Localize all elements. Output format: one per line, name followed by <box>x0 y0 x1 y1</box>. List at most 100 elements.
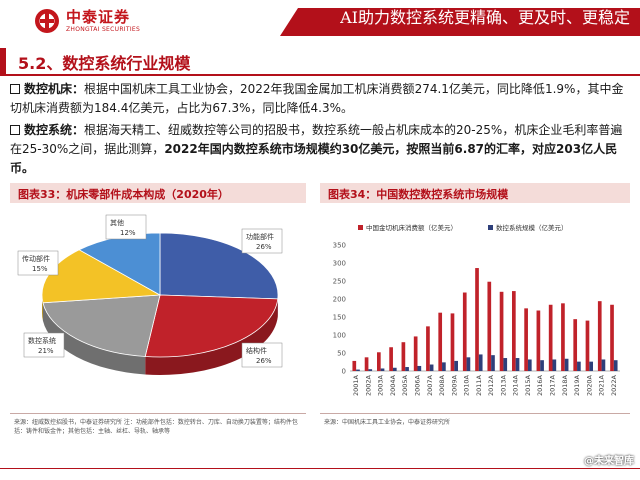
x-tick-label: 2010A <box>463 374 471 396</box>
pie-label-value: 26% <box>256 357 272 365</box>
bar-0-0 <box>352 360 357 371</box>
bar-1-21 <box>613 360 618 371</box>
section-accent-bar <box>0 48 6 74</box>
bar-1-1 <box>368 369 373 371</box>
x-tick-label: 2005A <box>401 374 409 396</box>
paragraph-value: 274.1 <box>414 82 449 96</box>
x-tick-label: 2009A <box>450 374 458 396</box>
x-tick-label: 2018A <box>561 374 569 396</box>
figure-33-source-divider <box>10 413 306 414</box>
bar-chart-container: 中国金切机床消费额（亿美元） 数控系统规模（亿美元） 0 50 100 150 200 250… <box>320 203 630 413</box>
paragraph-text: ，机床企业毛利率普遍在 <box>10 123 623 156</box>
paragraph-value: 184.4 <box>94 101 129 115</box>
bar-0-20 <box>597 301 602 371</box>
legend-swatch-1 <box>488 225 493 230</box>
header: 中泰证券 ZHONGTAI SECURITIES AI助力数控系统更精确、更及时… <box>0 0 640 44</box>
x-tick-label: 2001A <box>352 374 360 396</box>
pie-label-name: 数控系统 <box>28 336 56 345</box>
paragraph-label: 数控系统： <box>24 123 85 137</box>
pie-label-2: 数控系统 21% <box>23 332 65 358</box>
x-tick-label: 2022A <box>610 374 618 396</box>
square-bullet-icon <box>10 84 20 94</box>
pie-chart-container: 功能部件 26% 结构件 26% 数控系统 21% 传动部件 15% 其他 12% <box>10 203 306 413</box>
paragraph-text: 。 <box>341 101 354 115</box>
bar-0-21 <box>610 304 614 371</box>
y-tick-label: 150 <box>333 314 346 322</box>
pie-chart: 功能部件 26% 结构件 26% 数控系统 21% 传动部件 15% 其他 12% <box>17 214 283 375</box>
bar-0-8 <box>450 313 455 371</box>
legend-swatch-0 <box>358 225 363 230</box>
bar-1-9 <box>466 357 471 371</box>
pie-side-2 <box>42 302 146 375</box>
x-tick-label: 2016A <box>536 374 544 396</box>
bar-1-16 <box>552 359 557 371</box>
banner-title: AI助力数控系统更精确、更及时、更稳定 <box>340 8 630 27</box>
paragraph-text: 之间，据此测算， <box>68 142 165 156</box>
y-tick-label: 200 <box>333 296 346 304</box>
paragraph-text: 亿美元，占比为 <box>128 101 213 115</box>
bar-0-4 <box>401 342 406 371</box>
section-title: 5.2、数控系统行业规模 <box>18 54 191 73</box>
bar-0-11 <box>487 281 492 371</box>
paragraph-text: ，同比降低 <box>250 101 311 115</box>
bar-1-8 <box>454 360 458 371</box>
x-tick-label: 2012A <box>487 374 495 396</box>
bar-1-2 <box>380 368 385 371</box>
y-tick-label: 350 <box>333 242 346 250</box>
pie-label-4: 其他 12% <box>105 214 147 240</box>
bar-1-3 <box>392 367 397 371</box>
bar-1-11 <box>491 355 495 371</box>
x-tick-label: 2007A <box>426 374 434 396</box>
y-tick-label: 50 <box>337 350 346 358</box>
footer-line <box>0 468 640 469</box>
bar-1-4 <box>405 367 409 371</box>
pie-label-value: 12% <box>120 229 136 237</box>
figure-34-title: 图表34：中国数控数控系统市场规模 <box>320 183 630 203</box>
paragraph-value: 4.3% <box>310 101 342 115</box>
bar-0-18 <box>573 319 578 371</box>
bar-0-16 <box>548 304 553 371</box>
pie-label-name: 结构件 <box>246 346 267 355</box>
x-tick-label: 2013A <box>499 374 507 396</box>
pie-label-value: 15% <box>32 265 48 273</box>
zhongtai-logo-icon <box>35 9 59 33</box>
legend-label-0: 中国金切机床消费额（亿美元） <box>366 223 457 232</box>
footer <box>0 462 640 480</box>
bar-0-2 <box>377 352 381 371</box>
section-divider <box>0 74 640 76</box>
paragraph-text: 根据海天精工、纽威数控等公司的招股书，数控系统一般占机床成本的 <box>84 123 457 137</box>
bar-1-19 <box>589 361 593 371</box>
bar-0-13 <box>512 291 516 371</box>
x-tick-label: 2015A <box>524 374 532 396</box>
bar-0-14 <box>524 308 528 371</box>
bar-0-17 <box>561 303 565 371</box>
company-logo: 中泰证券 ZHONGTAI SECURITIES <box>34 8 140 34</box>
bar-0-5 <box>413 336 418 371</box>
pie-label-value: 21% <box>38 347 54 355</box>
paragraph-text: 根据中国机床工具工业协会，2022年我国金属加工机床消费额 <box>84 82 415 96</box>
paragraph-cnc-systems: 数控系统：根据海天精工、纽威数控等公司的招股书，数控系统一般占机床成本的20-2… <box>10 121 630 178</box>
bar-0-1 <box>364 357 369 371</box>
bar-1-20 <box>601 359 606 371</box>
bar-1-18 <box>577 361 581 371</box>
paragraph-cnc-machine-tools: 数控机床：根据中国机床工具工业协会，2022年我国金属加工机床消费额274.1亿… <box>10 80 630 118</box>
header-banner <box>280 8 640 36</box>
x-tick-label: 2004A <box>389 374 397 396</box>
square-bullet-icon <box>10 125 20 135</box>
paragraph-value: 20-25% <box>456 123 503 137</box>
x-tick-label: 2021A <box>598 374 606 396</box>
figure-33-source: 来源：纽威数控招股书，中泰证券研究所 注：功能部件包括：数控转台、刀库、自动换刀… <box>14 419 298 435</box>
pie-label-name: 功能部件 <box>246 232 274 241</box>
figure-34-source: 来源：中国机床工具工业协会，中泰证券研究所 <box>324 419 451 426</box>
paragraph-value: 1.9% <box>544 82 576 96</box>
bar-1-5 <box>417 365 422 371</box>
bar-0-6 <box>426 326 430 371</box>
bar-0-19 <box>585 320 590 371</box>
paragraph-text: 亿美元，同比降低 <box>448 82 545 96</box>
bar-1-15 <box>540 360 544 371</box>
bar-1-17 <box>564 358 569 371</box>
bar-1-14 <box>527 359 532 371</box>
pie-label-0: 功能部件 26% <box>241 228 283 254</box>
bar-0-9 <box>462 292 467 371</box>
paragraph-value: 25-30% <box>22 142 69 156</box>
